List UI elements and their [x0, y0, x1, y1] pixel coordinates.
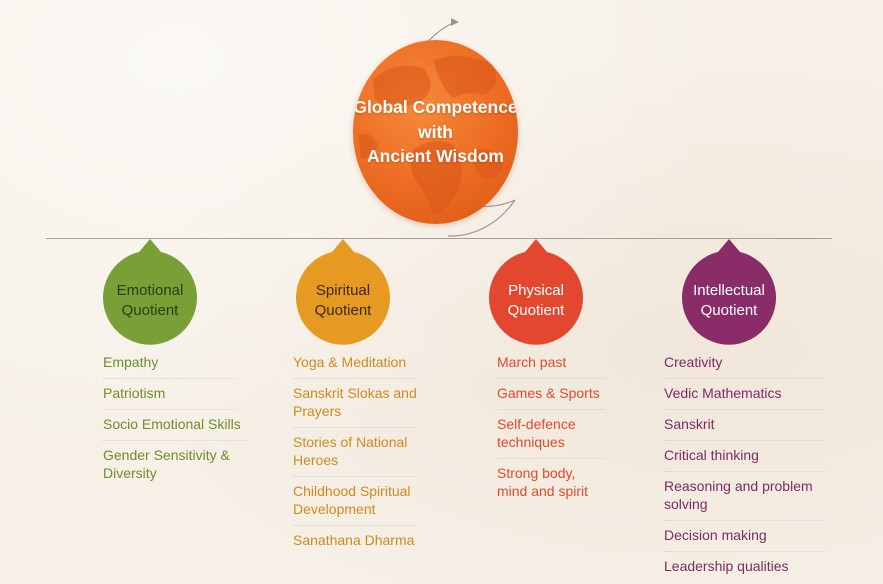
label-line: Quotient: [507, 301, 565, 319]
list-item: Socio Emotional Skills: [103, 410, 248, 441]
list-item: Stories of National Heroes: [293, 428, 417, 477]
list-item: Sanskrit Slokas and Prayers: [293, 379, 417, 428]
list-item: Gender Sensitivity & Diversity: [103, 447, 230, 481]
list-item: Sanathana Dharma: [293, 532, 415, 548]
intellectual-quotient-node: Intellectual Quotient: [682, 239, 776, 345]
list-item: Empathy: [103, 348, 236, 379]
world-map-icon: [358, 56, 503, 215]
center-title-line: with: [418, 121, 453, 142]
list-item: Self-defence techniques: [497, 410, 605, 459]
center-title: Global Competence with Ancient Wisdom: [353, 95, 518, 169]
list-item: Decision making: [664, 521, 826, 552]
emotional-quotient-label: Emotional Quotient: [103, 281, 197, 320]
emotional-quotient-list: Empathy Patriotism Socio Emotional Skill…: [103, 348, 248, 489]
divider-line: [46, 238, 832, 239]
list-item: Games & Sports: [497, 379, 605, 410]
drop-pin-icon: [489, 239, 583, 345]
list-item: Childhood Spiritual Development: [293, 477, 417, 526]
center-globe: Global Competence with Ancient Wisdom: [353, 40, 518, 224]
intellectual-quotient-list: Creativity Vedic Mathematics Sanskrit Cr…: [664, 348, 826, 582]
drop-pin-icon: [103, 239, 197, 345]
list-item: Patriotism: [103, 379, 236, 410]
label-line: Emotional: [116, 282, 184, 299]
list-item: Yoga & Meditation: [293, 348, 417, 379]
list-item: Vedic Mathematics: [664, 379, 826, 410]
physical-quotient-node: Physical Quotient: [489, 239, 583, 345]
list-item: Reasoning and problem solving: [664, 472, 826, 521]
list-item: Sanskrit: [664, 410, 826, 441]
physical-quotient-label: Physical Quotient: [489, 281, 583, 320]
list-item: March past: [497, 348, 605, 379]
list-item: Leadership qualities: [664, 558, 789, 574]
spiritual-quotient-list: Yoga & Meditation Sanskrit Slokas and Pr…: [293, 348, 417, 556]
center-title-line: Ancient Wisdom: [367, 146, 504, 166]
label-line: Quotient: [314, 301, 372, 319]
list-item: Creativity: [664, 348, 826, 379]
list-item: Strong body, mind and spirit: [497, 465, 589, 499]
spiritual-quotient-node: Spiritual Quotient: [296, 239, 390, 345]
label-line: Physical: [508, 282, 564, 299]
label-line: Spiritual: [315, 282, 371, 299]
spiritual-quotient-label: Spiritual Quotient: [296, 281, 390, 320]
label-line: Quotient: [700, 301, 758, 319]
label-line: Intellectual: [693, 282, 765, 299]
intellectual-quotient-label: Intellectual Quotient: [682, 281, 776, 320]
emotional-quotient-node: Emotional Quotient: [103, 239, 197, 345]
drop-pin-icon: [682, 239, 776, 345]
list-item: Critical thinking: [664, 441, 826, 472]
drop-pin-icon: [296, 239, 390, 345]
center-title-line: Global Competence: [353, 97, 518, 117]
physical-quotient-list: March past Games & Sports Self-defence t…: [497, 348, 605, 507]
label-line: Quotient: [121, 301, 179, 319]
